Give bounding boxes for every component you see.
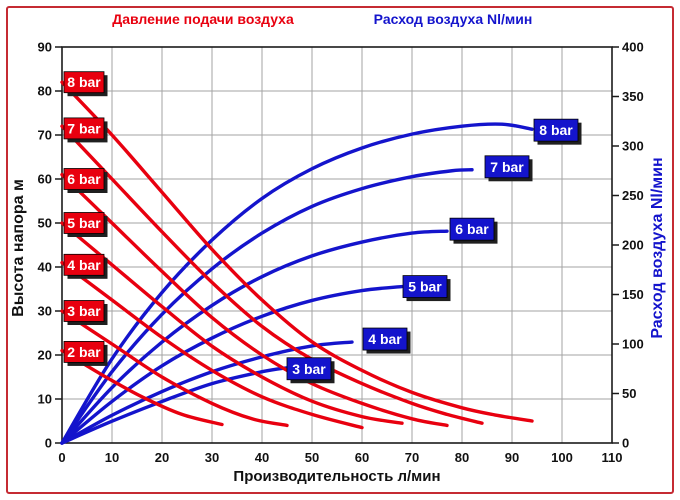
y-right-tick-label: 350	[622, 89, 644, 104]
x-axis-label: Производительность л/мин	[233, 468, 441, 485]
curve-label-red-8bar: 8 bar	[63, 71, 108, 97]
x-tick-label: 30	[205, 450, 219, 465]
y-axis-right-label: Расход воздуха Nl/мин	[649, 157, 666, 339]
curve-label-text: 5 bar	[67, 215, 101, 231]
y-right-tick-label: 100	[622, 337, 644, 352]
legend-airflow-title: Расход воздуха Nl/мин	[373, 11, 533, 27]
y-left-tick-label: 50	[38, 216, 52, 231]
y-left-tick-label: 10	[38, 392, 52, 407]
curve-red-7bar	[60, 124, 484, 425]
curve-label-text: 4 bar	[67, 257, 101, 273]
x-tick-label: 20	[155, 450, 169, 465]
curve-label-text: 8 bar	[67, 74, 101, 90]
y-left-tick-label: 80	[38, 84, 52, 99]
curve-label-blue-7bar: 7 bar	[484, 155, 533, 182]
grid-lines	[61, 47, 613, 443]
curve-label-red-4bar: 4 bar	[63, 253, 108, 279]
y-right-tick-label: 150	[622, 287, 644, 302]
x-tick-label: 60	[355, 450, 369, 465]
y-right-tick-label: 50	[622, 386, 636, 401]
curve-red-2bar	[60, 348, 224, 427]
y-right-tick-label: 300	[622, 139, 644, 154]
x-tick-label: 40	[255, 450, 269, 465]
x-tick-label: 0	[58, 450, 65, 465]
y-left-tick-label: 70	[38, 128, 52, 143]
curve-blue-5bar	[60, 284, 404, 445]
y-left-tick-label: 60	[38, 172, 52, 187]
y-left-tick-label: 30	[38, 304, 52, 319]
curve-label-text: 6 bar	[67, 171, 101, 187]
curve-label-red-3bar: 3 bar	[63, 300, 108, 325]
curve-label-blue-4bar: 4 bar	[362, 327, 411, 354]
curve-red-8bar	[60, 80, 534, 423]
curve-label-text: 8 bar	[539, 122, 573, 138]
x-tick-label: 110	[602, 450, 623, 465]
curve-red-6bar	[60, 172, 449, 428]
x-tick-label: 70	[405, 450, 419, 465]
curve-red-4bar	[60, 260, 364, 430]
curve-label-red-2bar: 2 bar	[63, 341, 108, 366]
curve-label-blue-8bar: 8 bar	[533, 118, 582, 145]
y-left-tick-label: 0	[45, 436, 52, 451]
axis-frame	[61, 46, 613, 444]
y-left-tick-label: 40	[38, 260, 52, 275]
curve-label-text: 7 bar	[490, 159, 524, 175]
y-right-tick-label: 200	[622, 238, 644, 253]
curve-label-blue-3bar: 3 bar	[286, 357, 335, 384]
legend-pressure-title: Давление подачи воздуха	[112, 11, 294, 27]
y-left-tick-label: 20	[38, 348, 52, 363]
y-right-tick-label: 0	[622, 436, 629, 451]
x-tick-label: 50	[305, 450, 319, 465]
curve-label-blue-5bar: 5 bar	[402, 275, 451, 302]
curve-label-text: 4 bar	[368, 331, 402, 347]
curve-label-text: 6 bar	[455, 221, 489, 237]
y-right-tick-label: 400	[622, 40, 644, 55]
curve-red-5bar	[60, 221, 404, 425]
curve-blue-8bar	[60, 122, 534, 445]
y-left-tick-label: 90	[38, 40, 52, 55]
curve-blue-6bar	[60, 229, 449, 445]
y-right-tick-label: 250	[622, 188, 644, 203]
curve-label-text: 3 bar	[292, 361, 326, 377]
curve-label-red-5bar: 5 bar	[63, 212, 108, 237]
curve-label-text: 7 bar	[67, 120, 101, 136]
curve-label-red-6bar: 6 bar	[63, 168, 108, 193]
x-tick-label: 10	[105, 450, 119, 465]
curve-label-text: 5 bar	[408, 279, 442, 295]
curve-label-blue-6bar: 6 bar	[449, 217, 498, 244]
x-tick-label: 100	[551, 450, 573, 465]
tick-labels: 0102030405060708090050100150200250300350…	[38, 40, 644, 466]
curve-label-red-7bar: 7 bar	[63, 117, 108, 143]
tick-marks	[55, 46, 619, 444]
curve-red-3bar	[60, 309, 289, 428]
x-tick-label: 90	[505, 450, 519, 465]
x-tick-label: 80	[455, 450, 469, 465]
y-axis-left-label: Высота напора м	[10, 179, 27, 317]
curve-label-text: 2 bar	[67, 344, 101, 360]
curve-label-text: 3 bar	[67, 303, 101, 319]
